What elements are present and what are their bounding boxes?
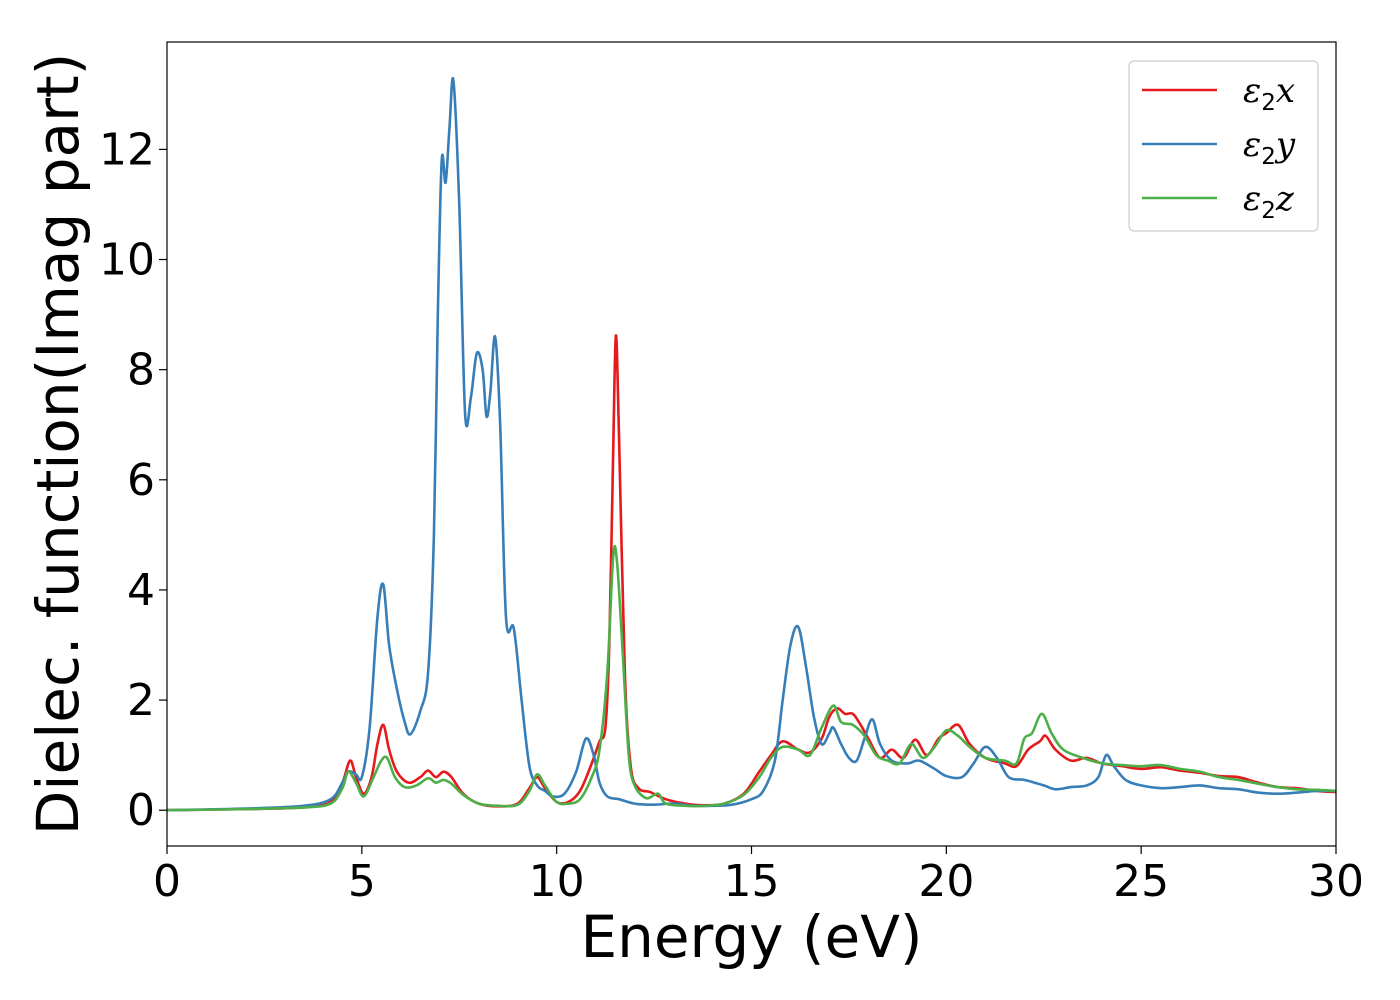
series-line-y bbox=[166, 76, 1337, 812]
series-line-x bbox=[166, 334, 1337, 812]
legend-label-z: ε2z bbox=[1243, 179, 1295, 224]
series-line-z bbox=[166, 544, 1337, 812]
y-tick-label: 2 bbox=[127, 675, 155, 726]
legend: ε2x ε2y ε2z bbox=[1128, 60, 1319, 232]
y-tick-label: 10 bbox=[99, 235, 155, 286]
x-tick-label: 20 bbox=[918, 856, 974, 907]
y-tick-label: 4 bbox=[127, 565, 155, 616]
y-tick-label: 0 bbox=[127, 785, 155, 836]
y-tick-label: 12 bbox=[99, 124, 155, 175]
x-tick-label: 0 bbox=[153, 856, 181, 907]
x-axis-title: Energy (eV) bbox=[580, 903, 922, 971]
legend-label-y: ε2y bbox=[1243, 125, 1296, 170]
y-tick-label: 6 bbox=[127, 455, 155, 506]
x-tick-label: 5 bbox=[348, 856, 376, 907]
y-axis-title: Dielec. function(Imag part) bbox=[24, 53, 92, 836]
series-layer bbox=[166, 76, 1337, 812]
x-tick-label: 30 bbox=[1308, 856, 1364, 907]
x-tick-label: 25 bbox=[1113, 856, 1169, 907]
legend-label-x: ε2x bbox=[1243, 71, 1295, 116]
y-tick-label: 8 bbox=[127, 345, 155, 396]
legend-box bbox=[1128, 60, 1319, 232]
x-tick-label: 15 bbox=[724, 856, 780, 907]
x-tick-label: 10 bbox=[529, 856, 585, 907]
legend-items: ε2x ε2y ε2z bbox=[1142, 71, 1296, 224]
ticks-layer: 0 5 10 15 20 25 30 0 2 4 6 8 10 12 bbox=[99, 124, 1364, 907]
